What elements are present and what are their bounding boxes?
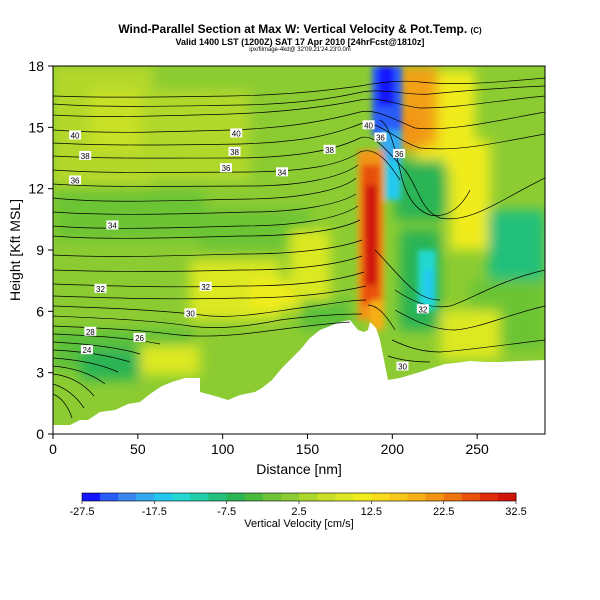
contour-label: 38 [81, 152, 90, 161]
y-tick-label: 3 [36, 365, 44, 381]
contour-label: 36 [71, 176, 80, 185]
x-tick-label: 0 [49, 441, 57, 457]
contour-label-bg [80, 345, 93, 355]
y-tick-label: 15 [28, 119, 44, 135]
contour-label: 34 [108, 221, 117, 230]
chart-note: ipx/filmage-4kd@ 32'09.21'24.23'0.0m [249, 47, 351, 53]
contour-label-bg [416, 304, 429, 314]
y-tick-label: 18 [28, 58, 44, 74]
contour-label-bg [184, 308, 197, 318]
colorbar-swatch [172, 493, 191, 501]
contour-label: 24 [82, 346, 91, 355]
y-tick-label: 12 [28, 181, 44, 197]
colorbar-swatch [280, 493, 300, 501]
y-axis: 0 3 6 9 12 15 18 [28, 58, 53, 442]
colorbar-tick-label: -7.5 [217, 506, 236, 518]
contour-label-bg [323, 144, 336, 154]
contour-label: 32 [96, 285, 105, 294]
colorbar-swatch [208, 493, 228, 501]
colorbar-swatch [262, 493, 282, 501]
title-mark: (C) [470, 26, 482, 35]
colorbar-tick-label: -17.5 [142, 506, 167, 518]
x-axis: 0 50 100 150 200 250 [49, 434, 489, 457]
colorbar-swatch [82, 493, 101, 501]
colorbar-swatch [154, 493, 173, 501]
colorbar-swatch [136, 493, 155, 501]
x-axis-label: Distance [nm] [256, 461, 342, 477]
contour-label-bg [396, 361, 409, 371]
contour-label-bg [230, 128, 243, 138]
colorbar-swatch [244, 493, 264, 501]
contour-label-bg [220, 163, 233, 173]
colorbar-swatch [353, 493, 372, 501]
colorbar-swatch [299, 493, 318, 501]
y-tick-label: 9 [36, 242, 44, 258]
colorbar-label: Vertical Velocity [cm/s] [244, 518, 353, 530]
colorbar-swatch [389, 493, 408, 501]
contour-label-bg [84, 326, 97, 336]
colorbar-swatch [479, 493, 499, 501]
contour-label-bg [199, 281, 212, 291]
contour-label: 28 [86, 328, 95, 337]
contour-label: 36 [395, 150, 404, 159]
y-tick-label: 0 [36, 426, 44, 442]
contour-label: 40 [364, 121, 373, 130]
contour-label-bg [276, 167, 289, 177]
contour-label: 40 [232, 129, 241, 138]
colorbar-swatch [461, 493, 481, 501]
x-tick-label: 200 [381, 441, 405, 457]
colorbar-swatch [443, 493, 463, 501]
contour-label: 30 [186, 309, 195, 318]
contour-label-bg [79, 150, 92, 160]
contour-label: 38 [230, 148, 239, 157]
contour-label: 32 [201, 283, 210, 292]
contour-label-bg [69, 175, 82, 185]
colorbar-tick-label: 12.5 [361, 506, 382, 518]
contour-label: 36 [222, 164, 231, 173]
contour-label-bg [133, 332, 146, 342]
x-tick-label: 150 [296, 441, 320, 457]
contour-label-bg [362, 120, 375, 130]
colorbar-tick-label: 32.5 [505, 506, 526, 518]
contour-label: 38 [325, 146, 334, 155]
contour-label: 40 [71, 132, 80, 141]
chart-subtitle: Valid 1400 LST (1200Z) SAT 17 Apr 2010 [… [175, 37, 425, 47]
contour-label-bg [69, 130, 82, 140]
y-tick-label: 6 [36, 303, 44, 319]
contour-label-bg [94, 283, 107, 293]
y-axis-label: Height [Kft MSL] [7, 199, 23, 301]
colorbar-tick-label: -27.5 [69, 506, 94, 518]
chart-title: Wind-Parallel Section at Max W: Vertical… [118, 22, 482, 36]
colorbar-tick-label: 22.5 [433, 506, 454, 518]
colorbar-swatch [425, 493, 445, 501]
colorbar-swatch [371, 493, 390, 501]
contour-label: 30 [398, 363, 407, 372]
contour-label: 36 [376, 134, 385, 143]
contour-label-bg [228, 146, 241, 156]
colorbar-swatch [407, 493, 426, 501]
contour-label: 34 [278, 168, 287, 177]
colorbar: -27.5 -17.5 -7.5 2.5 12.5 22.5 32.5 [69, 492, 527, 518]
colorbar-swatch [118, 493, 137, 501]
colorbar-swatch [190, 493, 209, 501]
colorbar-swatch [317, 493, 336, 501]
colorbar-swatch [100, 493, 119, 501]
contour-label-bg [106, 220, 119, 230]
colorbar-tick-label: 2.5 [291, 506, 306, 518]
colorbar-swatch [226, 493, 246, 501]
colorbar-swatch [335, 493, 354, 501]
x-tick-label: 100 [211, 441, 235, 457]
contour-label-bg [393, 148, 406, 158]
x-tick-label: 50 [130, 441, 146, 457]
colorbar-swatch [497, 493, 517, 501]
x-tick-label: 250 [465, 441, 489, 457]
contour-label: 32 [418, 305, 427, 314]
contour-label: 26 [135, 334, 144, 343]
contour-label-bg [374, 132, 387, 142]
